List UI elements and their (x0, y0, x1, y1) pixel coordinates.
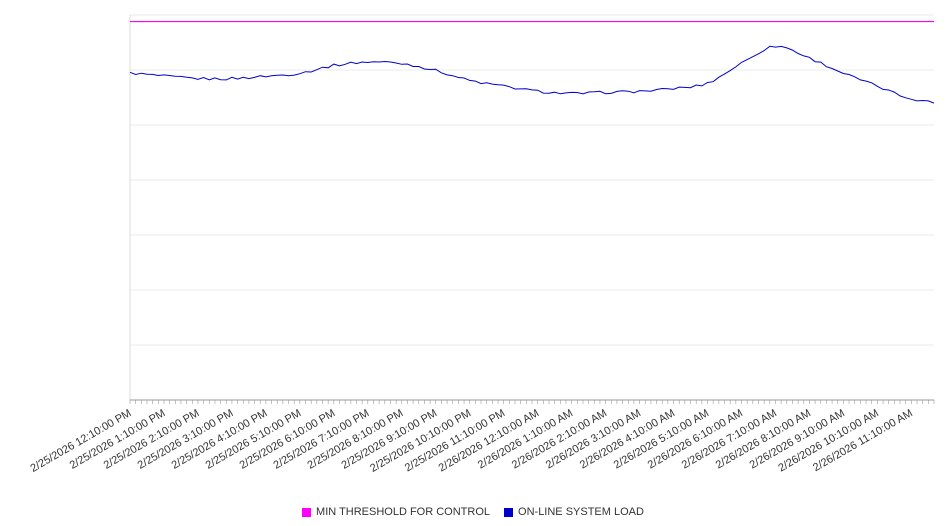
legend-item-system-load[interactable]: ON-LINE SYSTEM LOAD (504, 506, 644, 518)
chart-legend: MIN THRESHOLD FOR CONTROL ON-LINE SYSTEM… (0, 506, 946, 518)
legend-swatch-threshold (302, 507, 312, 517)
chart-plot-area: 2/25/2026 12:10:00 PM2/25/2026 1:10:00 P… (28, 14, 935, 475)
legend-item-min-threshold[interactable]: MIN THRESHOLD FOR CONTROL (302, 506, 490, 518)
legend-swatch-load (504, 507, 514, 517)
data-line-system-load (129, 45, 935, 104)
legend-label-threshold: MIN THRESHOLD FOR CONTROL (316, 506, 491, 518)
legend-label-load: ON-LINE SYSTEM LOAD (518, 506, 644, 518)
